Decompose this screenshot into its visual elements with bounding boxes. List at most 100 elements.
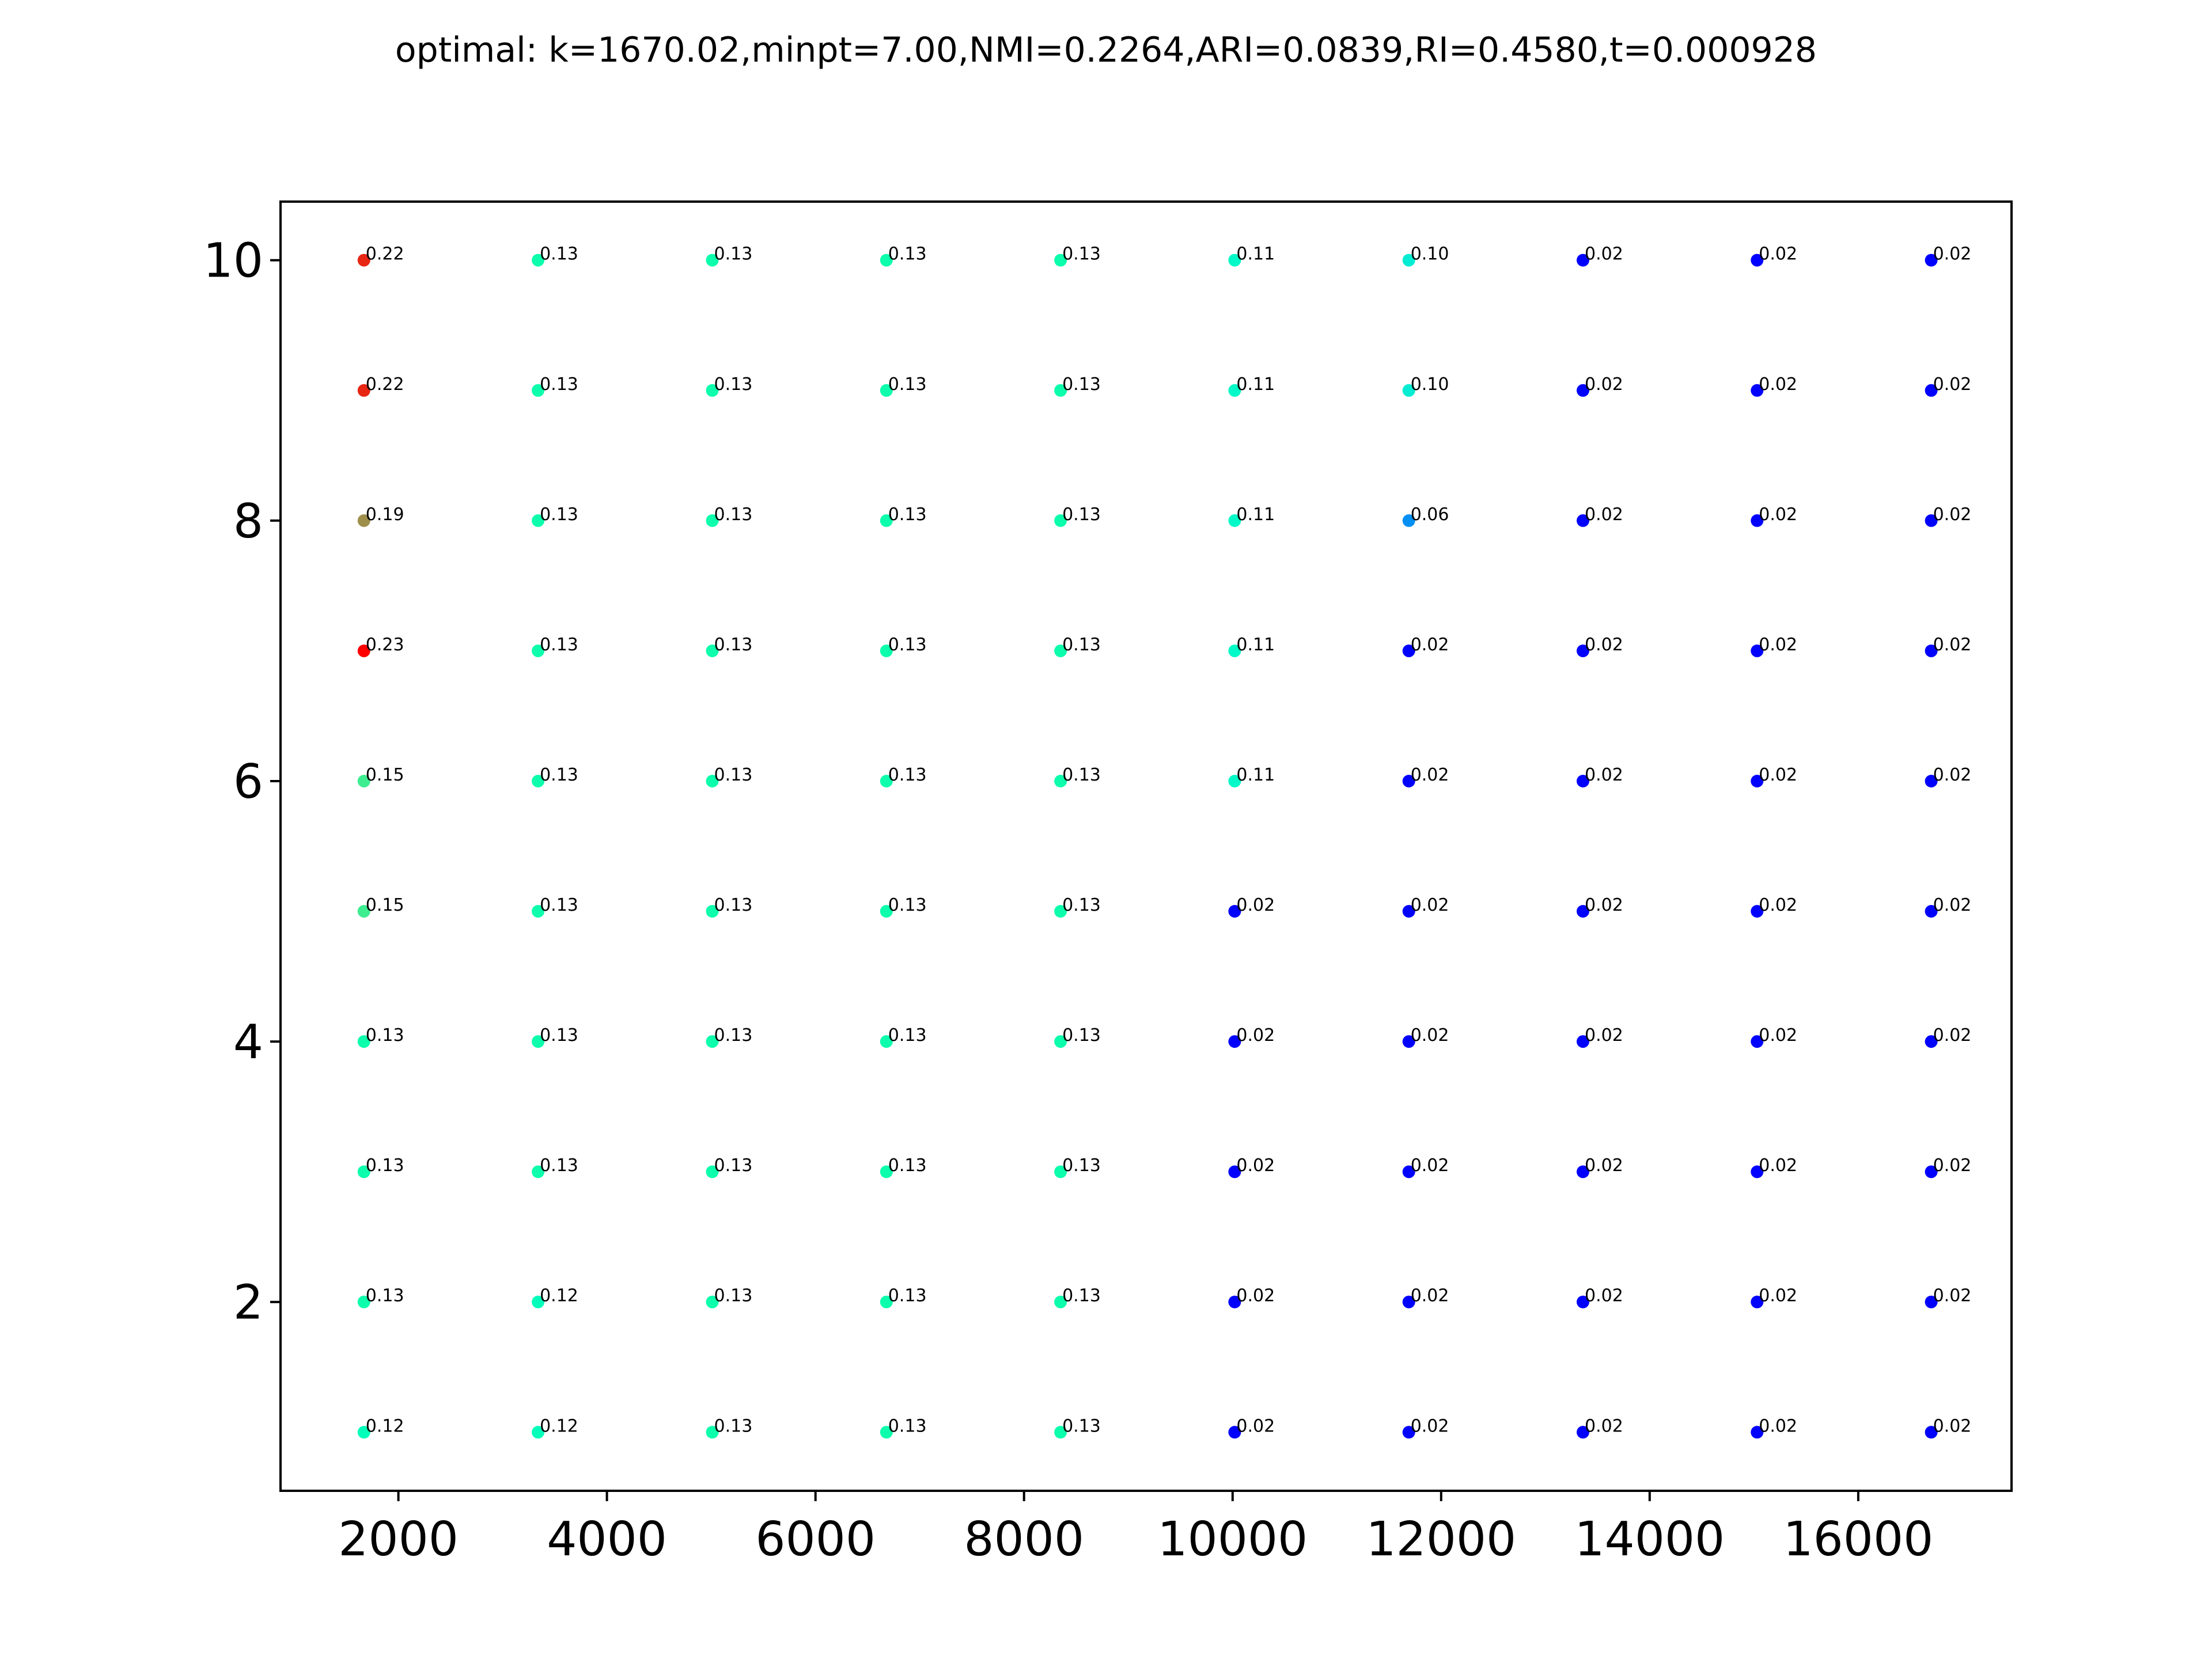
data-point xyxy=(1751,905,1764,918)
y-tick-label: 6 xyxy=(233,755,263,809)
data-point xyxy=(1751,775,1764,787)
data-point xyxy=(706,1035,719,1048)
point-labels-layer: 0.12 0.12 0.13 0.13 0.13 0.02 0.02 0.02 0.02 0.02… xyxy=(366,244,1972,1437)
data-label: 0.02 xyxy=(1933,1286,1972,1306)
data-label: 0.02 xyxy=(1759,765,1797,785)
data-point xyxy=(357,1165,370,1179)
data-point xyxy=(532,253,545,267)
data-point xyxy=(532,384,545,397)
data-point xyxy=(1054,1035,1067,1048)
data-point xyxy=(706,384,719,397)
data-label: 0.15 xyxy=(366,895,404,915)
data-label: 0.02 xyxy=(1759,505,1797,525)
data-point xyxy=(532,1165,545,1179)
data-point xyxy=(1925,1296,1938,1309)
data-label: 0.10 xyxy=(1411,244,1449,264)
data-point xyxy=(1402,905,1415,918)
data-label: 0.02 xyxy=(1585,1156,1623,1176)
data-point xyxy=(532,1426,545,1439)
data-label: 0.02 xyxy=(1411,765,1449,785)
data-point xyxy=(1751,644,1764,657)
data-point xyxy=(880,253,893,267)
data-point xyxy=(1751,384,1764,397)
data-point xyxy=(1402,384,1415,397)
y-tick-label: 10 xyxy=(203,234,263,289)
data-label: 0.13 xyxy=(540,244,578,264)
data-point xyxy=(357,644,370,657)
data-point xyxy=(1751,1296,1764,1309)
data-point xyxy=(880,514,893,527)
data-point xyxy=(1228,644,1241,657)
data-label: 0.13 xyxy=(714,374,753,395)
data-point xyxy=(1925,1165,1938,1179)
data-point xyxy=(1925,775,1938,787)
data-point xyxy=(532,1035,545,1048)
data-point xyxy=(357,1426,370,1439)
points-layer xyxy=(357,253,1938,1439)
x-tick-label: 16000 xyxy=(1783,1512,1933,1567)
data-point xyxy=(1402,514,1415,527)
data-point xyxy=(1577,775,1589,787)
data-point xyxy=(1925,644,1938,657)
data-label: 0.02 xyxy=(1759,244,1797,264)
data-point xyxy=(880,1426,893,1439)
data-label: 0.02 xyxy=(1933,765,1972,785)
data-point xyxy=(706,253,719,267)
data-point xyxy=(1402,1426,1415,1439)
data-label: 0.02 xyxy=(1411,1156,1449,1176)
data-label: 0.02 xyxy=(1236,1416,1275,1436)
data-point xyxy=(1577,905,1589,918)
data-point xyxy=(1228,905,1241,918)
data-point xyxy=(880,1165,893,1179)
data-label: 0.02 xyxy=(1759,635,1797,655)
data-label: 0.02 xyxy=(1236,895,1275,915)
data-label: 0.02 xyxy=(1236,1025,1275,1046)
data-label: 0.10 xyxy=(1411,374,1449,395)
x-tick-label: 6000 xyxy=(755,1512,876,1567)
x-tick-label: 10000 xyxy=(1157,1512,1308,1567)
data-point xyxy=(880,775,893,787)
data-point xyxy=(1577,514,1589,527)
data-point xyxy=(1228,775,1241,787)
data-label: 0.02 xyxy=(1585,505,1623,525)
data-point xyxy=(357,905,370,918)
data-label: 0.11 xyxy=(1236,635,1275,655)
data-label: 0.02 xyxy=(1933,374,1972,395)
data-point xyxy=(706,1426,719,1439)
data-label: 0.02 xyxy=(1411,1286,1449,1306)
data-label: 0.12 xyxy=(540,1286,578,1306)
data-point xyxy=(1228,1426,1241,1439)
data-label: 0.11 xyxy=(1236,244,1275,264)
data-point xyxy=(1577,253,1589,267)
data-label: 0.19 xyxy=(366,505,404,525)
data-label: 0.02 xyxy=(1236,1156,1275,1176)
data-label: 0.13 xyxy=(1062,765,1101,785)
data-label: 0.02 xyxy=(1585,635,1623,655)
data-label: 0.13 xyxy=(1062,895,1101,915)
data-point xyxy=(1925,514,1938,527)
data-label: 0.11 xyxy=(1236,765,1275,785)
data-point xyxy=(1054,1296,1067,1309)
data-label: 0.02 xyxy=(1759,1156,1797,1176)
data-point xyxy=(1054,384,1067,397)
data-label: 0.02 xyxy=(1759,895,1797,915)
data-label: 0.13 xyxy=(540,374,578,395)
data-label: 0.13 xyxy=(888,505,927,525)
data-label: 0.12 xyxy=(540,1416,578,1436)
data-point xyxy=(532,514,545,527)
data-label: 0.13 xyxy=(714,505,753,525)
data-label: 0.12 xyxy=(366,1416,404,1436)
data-label: 0.13 xyxy=(714,765,753,785)
data-point xyxy=(1402,1035,1415,1048)
data-point xyxy=(1054,644,1067,657)
data-label: 0.13 xyxy=(540,635,578,655)
data-point xyxy=(1228,1296,1241,1309)
data-point xyxy=(1228,253,1241,267)
data-label: 0.02 xyxy=(1585,244,1623,264)
data-point xyxy=(1751,1165,1764,1179)
data-point xyxy=(880,1035,893,1048)
data-label: 0.13 xyxy=(714,1025,753,1046)
x-tick-label: 4000 xyxy=(547,1512,667,1567)
data-label: 0.11 xyxy=(1236,505,1275,525)
data-label: 0.02 xyxy=(1933,895,1972,915)
